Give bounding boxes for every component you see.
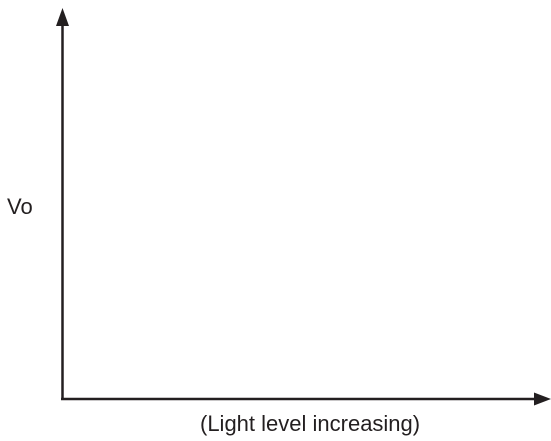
x-axis-label: (Light level increasing) <box>200 411 421 436</box>
y-axis-label: Vo <box>7 194 33 219</box>
x-axis-arrowhead <box>534 392 551 406</box>
y-axis-arrowhead <box>56 8 69 26</box>
